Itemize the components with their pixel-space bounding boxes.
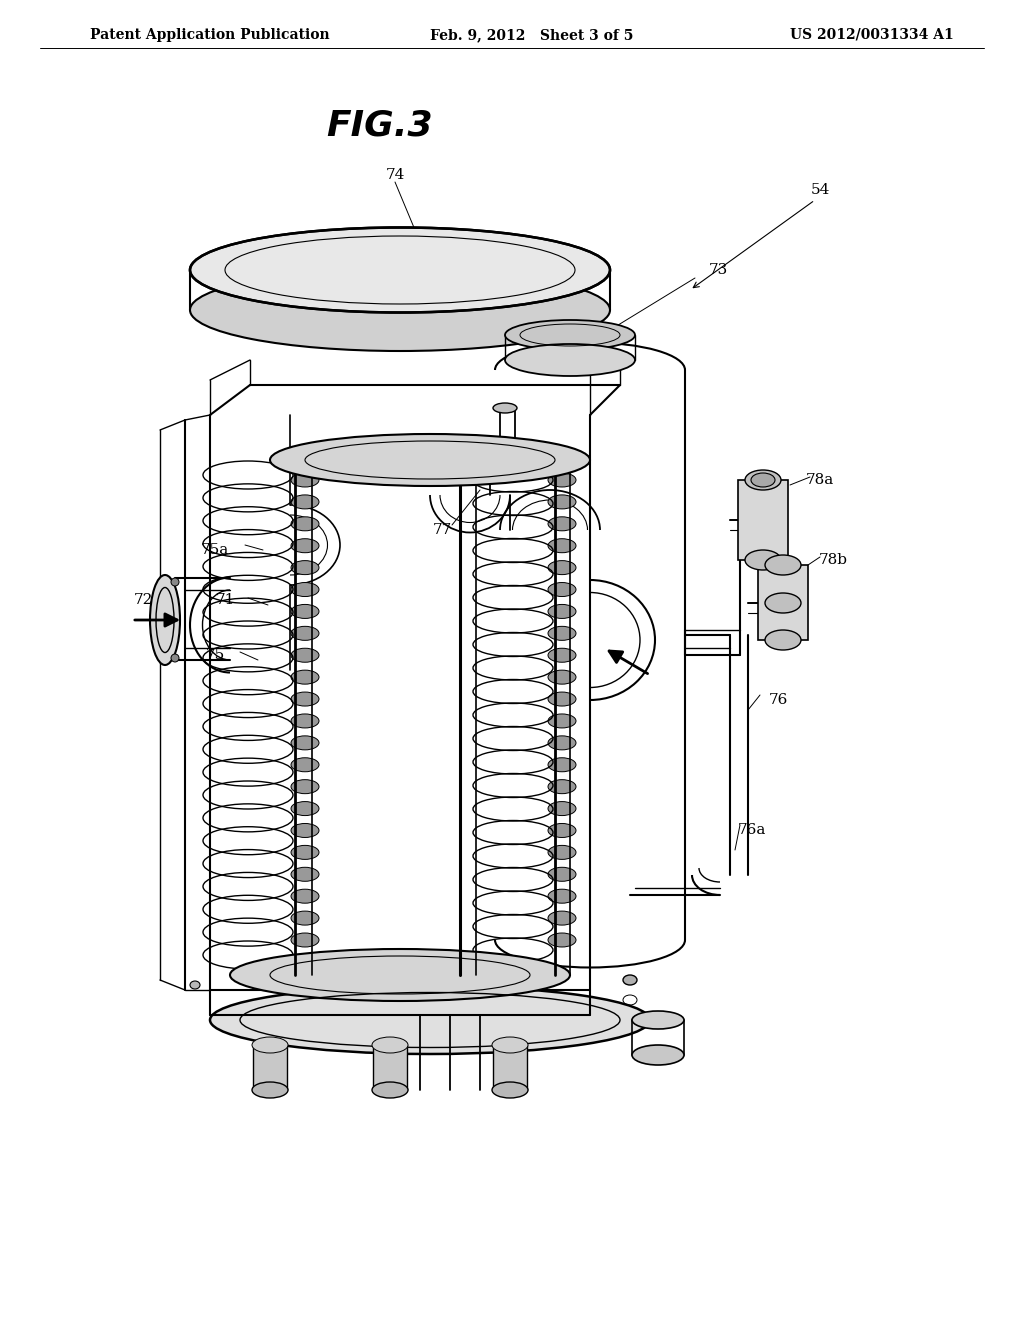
Ellipse shape — [291, 692, 319, 706]
Ellipse shape — [505, 345, 635, 376]
Ellipse shape — [492, 1082, 528, 1098]
Ellipse shape — [548, 648, 575, 663]
Ellipse shape — [548, 758, 575, 772]
Ellipse shape — [171, 653, 179, 663]
Ellipse shape — [765, 554, 801, 576]
Ellipse shape — [291, 845, 319, 859]
Bar — [373, 1045, 407, 1090]
Text: 75: 75 — [206, 648, 224, 663]
Ellipse shape — [548, 890, 575, 903]
Ellipse shape — [171, 578, 179, 586]
Text: 72: 72 — [133, 593, 153, 607]
Ellipse shape — [548, 517, 575, 531]
Ellipse shape — [548, 692, 575, 706]
Ellipse shape — [190, 227, 610, 313]
Ellipse shape — [548, 867, 575, 882]
Ellipse shape — [291, 824, 319, 837]
Ellipse shape — [291, 517, 319, 531]
Ellipse shape — [291, 495, 319, 510]
Ellipse shape — [548, 582, 575, 597]
Ellipse shape — [492, 1038, 528, 1053]
Text: 74: 74 — [385, 168, 404, 182]
Bar — [493, 1045, 527, 1090]
Ellipse shape — [632, 1011, 684, 1030]
Ellipse shape — [548, 605, 575, 619]
Ellipse shape — [548, 539, 575, 553]
Ellipse shape — [548, 780, 575, 793]
Ellipse shape — [291, 473, 319, 487]
Ellipse shape — [291, 780, 319, 793]
Ellipse shape — [548, 801, 575, 816]
Ellipse shape — [252, 1082, 288, 1098]
Ellipse shape — [548, 845, 575, 859]
Ellipse shape — [548, 714, 575, 727]
Text: 75a: 75a — [201, 543, 229, 557]
Ellipse shape — [291, 626, 319, 640]
Text: 77: 77 — [432, 523, 452, 537]
Ellipse shape — [372, 1082, 408, 1098]
Ellipse shape — [291, 539, 319, 553]
Text: Patent Application Publication: Patent Application Publication — [90, 28, 330, 42]
Text: US 2012/0031334 A1: US 2012/0031334 A1 — [790, 28, 953, 42]
Ellipse shape — [291, 671, 319, 684]
Ellipse shape — [210, 986, 650, 1053]
Ellipse shape — [190, 269, 610, 351]
Ellipse shape — [270, 434, 590, 486]
Ellipse shape — [291, 911, 319, 925]
Ellipse shape — [190, 981, 200, 989]
Ellipse shape — [548, 671, 575, 684]
Ellipse shape — [505, 319, 635, 350]
Ellipse shape — [291, 758, 319, 772]
Ellipse shape — [623, 975, 637, 985]
Ellipse shape — [291, 890, 319, 903]
Ellipse shape — [230, 949, 570, 1001]
Ellipse shape — [632, 1045, 684, 1065]
Ellipse shape — [291, 605, 319, 619]
Ellipse shape — [548, 495, 575, 510]
Ellipse shape — [493, 403, 517, 413]
Ellipse shape — [291, 801, 319, 816]
Ellipse shape — [291, 648, 319, 663]
Ellipse shape — [372, 1038, 408, 1053]
Text: 73: 73 — [709, 263, 728, 277]
Text: 76a: 76a — [738, 822, 766, 837]
Ellipse shape — [745, 470, 781, 490]
Bar — [253, 1045, 287, 1090]
Ellipse shape — [291, 561, 319, 574]
Ellipse shape — [291, 735, 319, 750]
Ellipse shape — [548, 824, 575, 837]
Text: Feb. 9, 2012   Sheet 3 of 5: Feb. 9, 2012 Sheet 3 of 5 — [430, 28, 634, 42]
Ellipse shape — [548, 561, 575, 574]
Bar — [758, 565, 808, 640]
Text: 71: 71 — [215, 593, 234, 607]
Ellipse shape — [765, 630, 801, 649]
Ellipse shape — [548, 473, 575, 487]
Text: 78a: 78a — [806, 473, 835, 487]
Ellipse shape — [291, 933, 319, 946]
Ellipse shape — [548, 911, 575, 925]
Ellipse shape — [745, 550, 781, 570]
Ellipse shape — [548, 933, 575, 946]
Text: FIG.3: FIG.3 — [327, 108, 433, 143]
Ellipse shape — [252, 1038, 288, 1053]
Ellipse shape — [150, 576, 180, 665]
Ellipse shape — [291, 582, 319, 597]
Text: 78b: 78b — [818, 553, 848, 568]
Ellipse shape — [548, 735, 575, 750]
Ellipse shape — [548, 626, 575, 640]
Text: 76: 76 — [768, 693, 787, 708]
Ellipse shape — [751, 473, 775, 487]
Bar — [738, 480, 788, 560]
Ellipse shape — [291, 867, 319, 882]
Ellipse shape — [291, 714, 319, 727]
Text: 54: 54 — [810, 183, 829, 197]
Ellipse shape — [765, 593, 801, 612]
